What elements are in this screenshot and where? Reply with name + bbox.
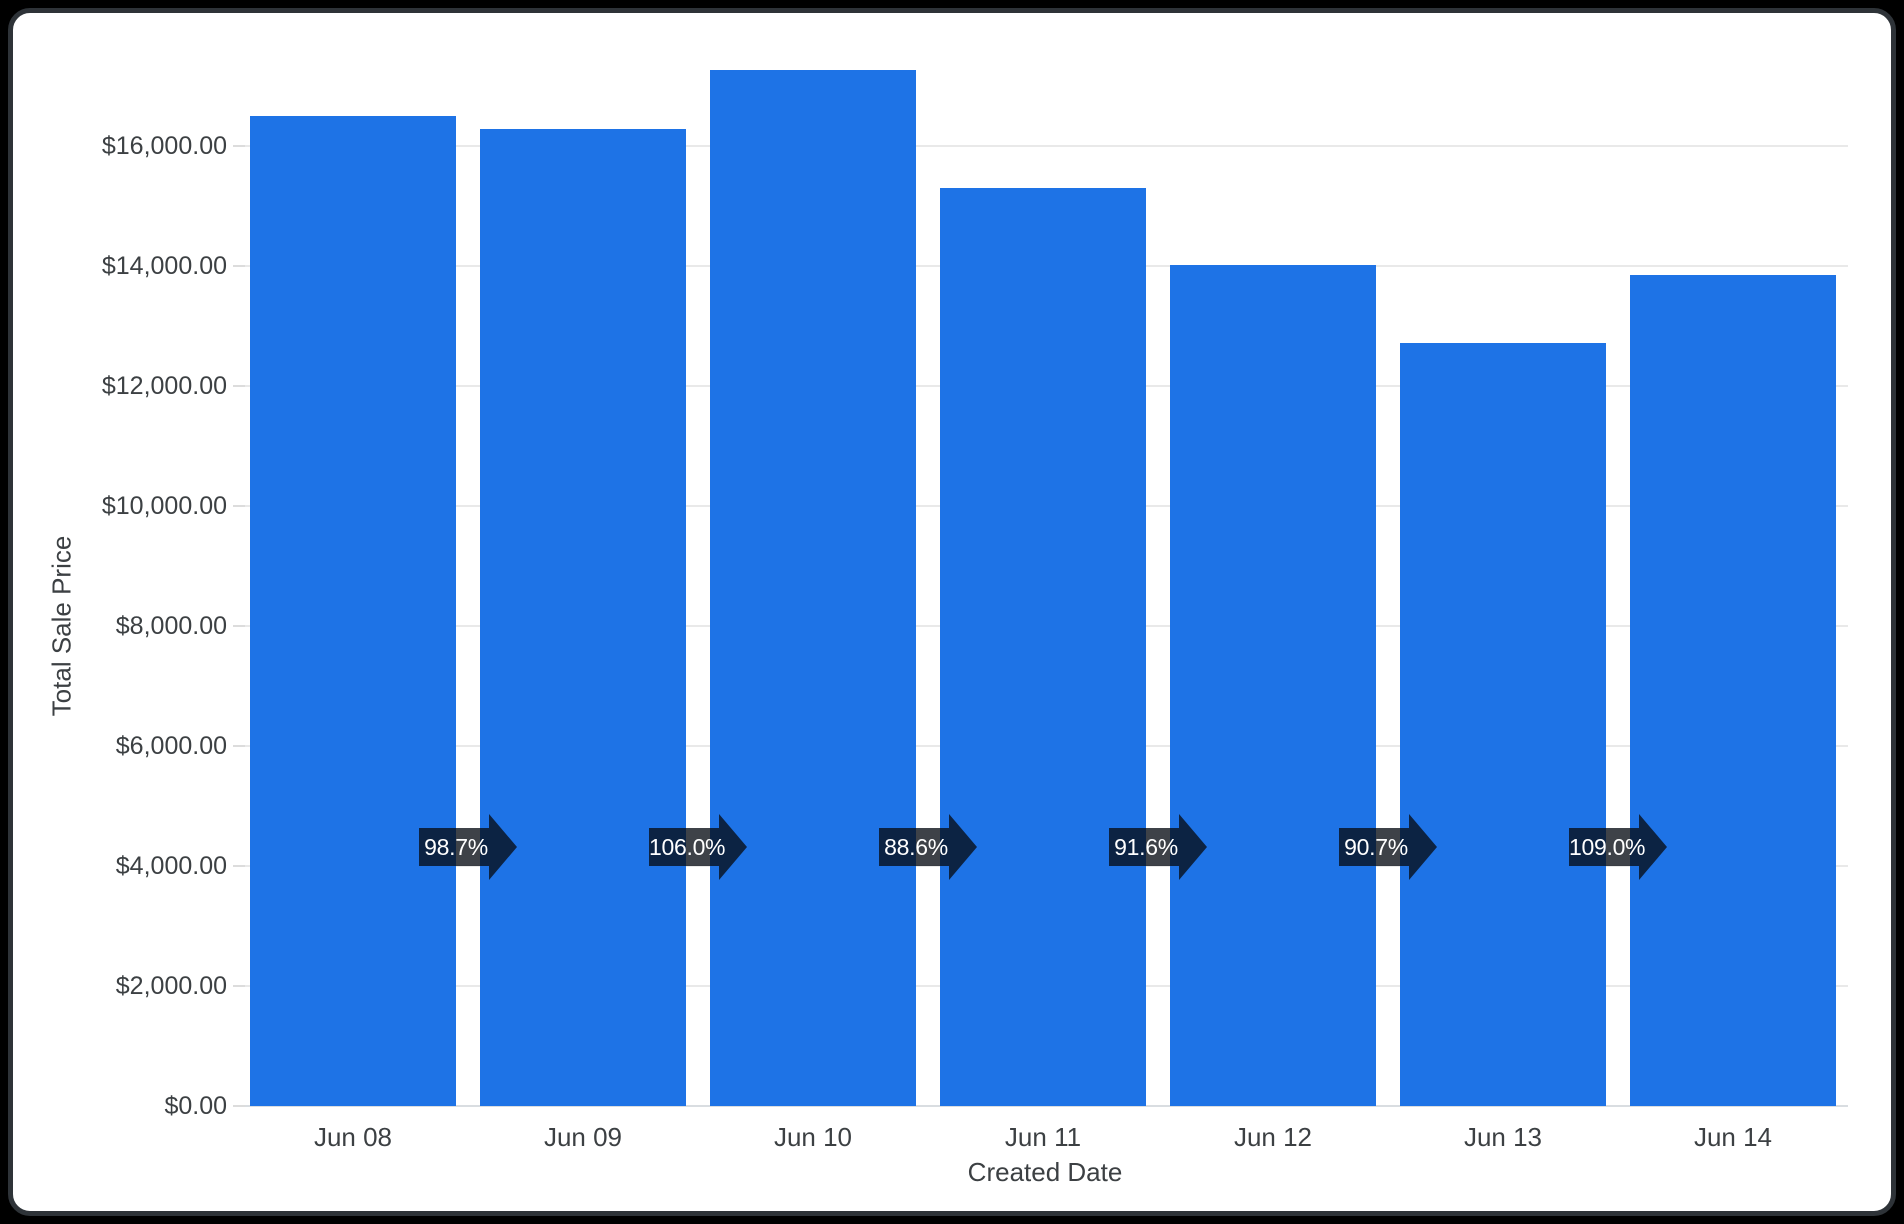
y-axis-tick-label: $12,000.00 [101, 372, 227, 400]
y-axis-tick-label: $0.00 [164, 1092, 227, 1120]
bar[interactable] [1170, 265, 1376, 1106]
x-axis-tick-label: Jun 09 [543, 1122, 623, 1152]
y-axis-tick [233, 985, 245, 987]
x-axis-tick-label: Jun 14 [1693, 1122, 1773, 1152]
y-axis-tick [233, 865, 245, 867]
y-axis-tick-label: $2,000.00 [115, 972, 227, 1000]
y-axis-tick [233, 145, 245, 147]
chart-card: 98.7% 106.0% 88.6% 91.6% 90.7% 109.0% $0.00 $2… [8, 8, 1896, 1216]
x-axis-title: Created Date [967, 1157, 1123, 1187]
y-axis-tick [233, 505, 245, 507]
y-axis-tick-label: $8,000.00 [115, 612, 227, 640]
y-axis-tick-label: $4,000.00 [115, 852, 227, 880]
bar[interactable] [1400, 343, 1606, 1106]
percent-change-label: 90.7% [1344, 834, 1408, 860]
percent-change-label: 109.0% [1569, 834, 1646, 860]
y-axis-tick [233, 1105, 245, 1107]
y-axis-tick [233, 745, 245, 747]
x-axis-baseline [245, 1105, 1848, 1107]
y-axis-tick-label: $16,000.00 [101, 132, 227, 160]
bar[interactable] [1630, 275, 1836, 1106]
y-axis-tick-label: $10,000.00 [101, 492, 227, 520]
y-axis-tick-label: $6,000.00 [115, 732, 227, 760]
percent-change-label: 88.6% [884, 834, 948, 860]
y-axis-tick [233, 385, 245, 387]
y-axis-title: Total Sale Price [46, 535, 77, 717]
x-axis-tick-label: Jun 10 [773, 1122, 853, 1152]
percent-change-label: 91.6% [1114, 834, 1178, 860]
y-axis-tick [233, 265, 245, 267]
x-axis-tick-label: Jun 13 [1463, 1122, 1543, 1152]
y-axis-tick [233, 625, 245, 627]
percent-change-label: 98.7% [424, 834, 488, 860]
bar[interactable] [710, 69, 916, 1106]
percent-change-label: 106.0% [649, 834, 726, 860]
x-axis-tick-label: Jun 11 [1004, 1122, 1082, 1152]
x-axis-tick-label: Jun 12 [1233, 1122, 1313, 1152]
bar[interactable] [480, 128, 686, 1106]
gridline [245, 145, 1848, 147]
y-axis-tick-label: $14,000.00 [101, 252, 227, 280]
bar[interactable] [940, 188, 1146, 1106]
bar[interactable] [250, 116, 456, 1106]
x-axis-tick-label: Jun 08 [313, 1122, 393, 1152]
